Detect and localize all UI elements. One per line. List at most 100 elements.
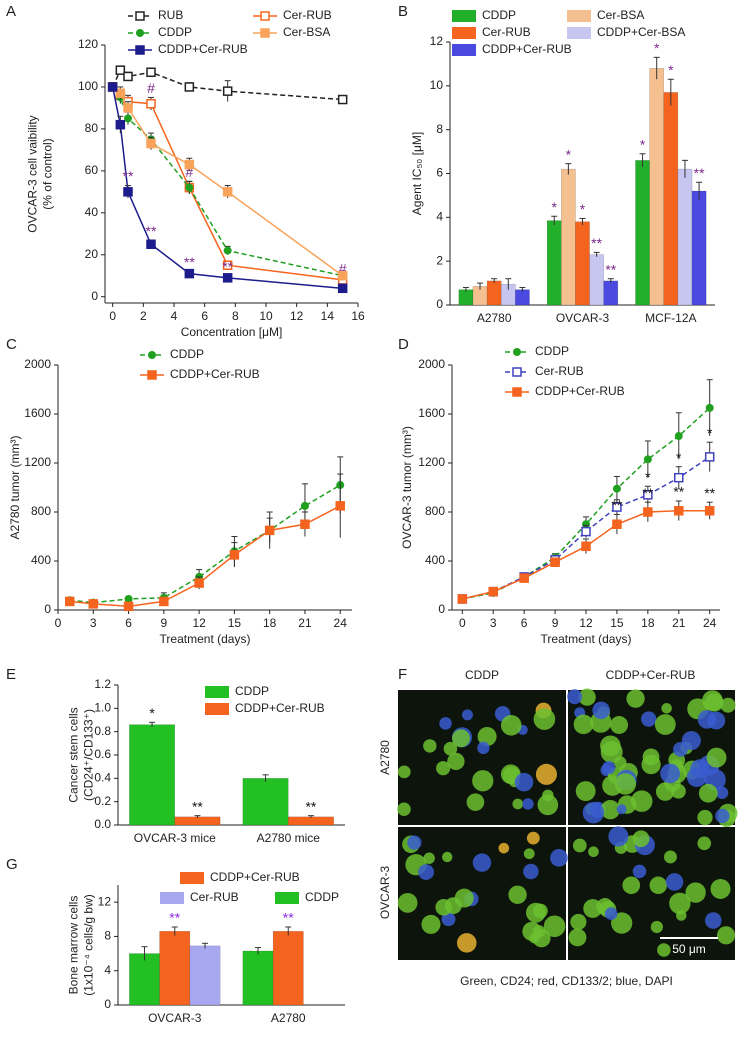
cell bbox=[423, 739, 437, 753]
significance-label: ** bbox=[283, 910, 294, 926]
legend-swatch bbox=[205, 686, 229, 698]
y-tick-label: 1600 bbox=[24, 406, 51, 420]
y-tick-label: 40 bbox=[85, 205, 99, 219]
marker bbox=[88, 599, 99, 609]
cell bbox=[472, 770, 494, 792]
marker bbox=[222, 273, 233, 283]
cell bbox=[533, 903, 548, 919]
y-axis-label: A2780 tumor (mm³) bbox=[8, 435, 22, 539]
legend-label: CDDP+Cer-RUB bbox=[158, 42, 248, 56]
marker bbox=[337, 94, 348, 105]
marker bbox=[337, 283, 348, 294]
cell bbox=[588, 846, 599, 858]
marker bbox=[674, 472, 684, 483]
cell bbox=[600, 799, 620, 820]
legend-label: CDDP+Cer-RUB bbox=[482, 42, 572, 56]
significance-label: * bbox=[676, 449, 682, 465]
marker bbox=[123, 601, 134, 612]
marker bbox=[705, 403, 714, 412]
x-tick-label: 0 bbox=[55, 616, 62, 630]
legend-marker bbox=[513, 348, 521, 356]
marker bbox=[643, 507, 653, 517]
cell bbox=[522, 798, 534, 810]
cell bbox=[600, 741, 623, 764]
cell bbox=[570, 913, 587, 930]
row-label: A2780 bbox=[378, 740, 392, 775]
y-tick-label: 1200 bbox=[418, 455, 445, 469]
marker bbox=[184, 82, 195, 92]
x-tick-label: 24 bbox=[703, 616, 717, 630]
cell bbox=[466, 793, 485, 811]
cell bbox=[543, 915, 566, 938]
x-tick-label: A2780 bbox=[477, 311, 512, 325]
cell bbox=[526, 831, 540, 845]
bar bbox=[242, 950, 274, 1006]
cell bbox=[602, 760, 616, 774]
bar bbox=[129, 953, 160, 1006]
y-axis-label: (CD24⁺/CD133⁺) bbox=[82, 709, 96, 801]
legend-label: Cer-RUB bbox=[482, 25, 531, 39]
cell bbox=[477, 741, 490, 754]
row-label: OVCAR-3 bbox=[378, 866, 392, 920]
significance-label: ** bbox=[305, 798, 316, 814]
cell bbox=[498, 842, 510, 854]
cell bbox=[397, 802, 411, 816]
legend-marker bbox=[135, 45, 145, 55]
marker bbox=[194, 578, 204, 588]
marker bbox=[612, 519, 622, 529]
x-tick-label: 24 bbox=[334, 616, 348, 630]
significance-label: * bbox=[640, 136, 646, 152]
y-tick-label: 100 bbox=[78, 79, 98, 93]
cell bbox=[535, 763, 557, 785]
x-tick-label: 6 bbox=[201, 309, 208, 323]
cell bbox=[461, 709, 473, 721]
panel-label: C bbox=[6, 336, 17, 353]
bar bbox=[272, 931, 304, 1006]
cell bbox=[441, 912, 456, 927]
series-line bbox=[69, 505, 341, 608]
x-axis-label: Concentration [μM] bbox=[181, 325, 283, 339]
series-line bbox=[462, 407, 711, 600]
bar bbox=[663, 92, 679, 306]
legend-swatch bbox=[567, 10, 591, 22]
marker bbox=[222, 86, 233, 96]
bar bbox=[603, 280, 619, 306]
x-tick-label: MCF-12A bbox=[645, 311, 696, 325]
x-tick-label: 0 bbox=[109, 309, 116, 323]
cell bbox=[664, 850, 677, 864]
bar bbox=[515, 289, 530, 306]
marker bbox=[229, 550, 240, 560]
marker bbox=[222, 187, 233, 197]
x-tick-label: 21 bbox=[672, 616, 686, 630]
cell bbox=[610, 716, 629, 734]
cell bbox=[661, 703, 672, 714]
y-axis-label: Agent IC₅₀ [μM] bbox=[410, 132, 424, 215]
marker bbox=[65, 596, 75, 607]
cell bbox=[407, 835, 422, 850]
marker bbox=[300, 501, 309, 510]
marker bbox=[674, 506, 684, 516]
legend-swatch bbox=[567, 27, 591, 39]
marker bbox=[643, 490, 653, 500]
significance-label: * bbox=[668, 62, 674, 78]
cell bbox=[550, 849, 568, 867]
y-tick-label: 800 bbox=[425, 504, 445, 518]
cell bbox=[642, 748, 660, 766]
significance-label: ** bbox=[192, 798, 203, 814]
y-axis-label: Cancer stem cells bbox=[67, 707, 81, 802]
y-tick-label: 8 bbox=[436, 122, 443, 136]
cell bbox=[632, 864, 647, 879]
x-tick-label: 3 bbox=[90, 616, 97, 630]
marker bbox=[674, 432, 683, 441]
y-tick-label: 0.6 bbox=[94, 747, 111, 761]
significance-label: * bbox=[149, 705, 155, 721]
y-tick-label: 4 bbox=[104, 963, 111, 977]
cell bbox=[660, 763, 680, 784]
cell bbox=[442, 851, 453, 863]
significance-label: ** bbox=[169, 910, 180, 926]
cell bbox=[444, 897, 462, 915]
panel-label: D bbox=[398, 336, 409, 353]
legend-label: Cer-RUB bbox=[535, 364, 584, 378]
marker bbox=[300, 519, 310, 529]
y-tick-label: 2000 bbox=[418, 357, 445, 371]
